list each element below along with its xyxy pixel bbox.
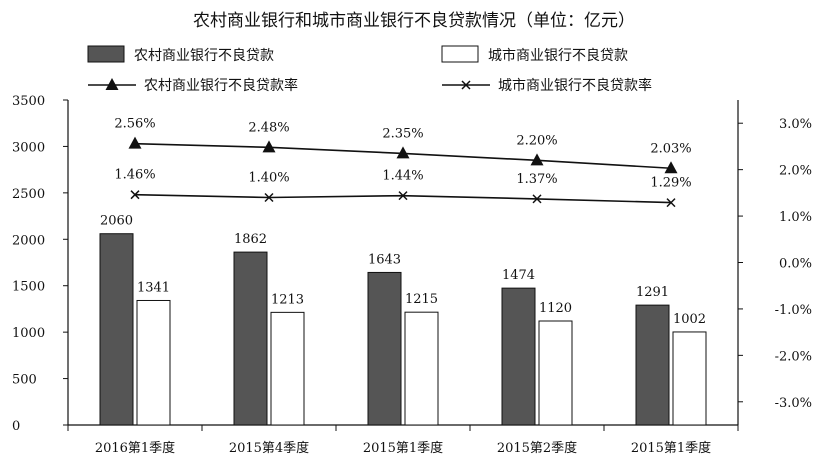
- legend-label: 农村商业银行不良贷款: [134, 48, 274, 64]
- triangle-point: [664, 161, 678, 174]
- rate-value-label: 1.40%: [248, 171, 289, 186]
- right-tick-label: -1.0%: [775, 303, 812, 318]
- bar: [270, 311, 305, 426]
- rate-value-label: 2.35%: [382, 126, 423, 141]
- left-tick-label: 1000: [12, 326, 45, 341]
- x-point: [264, 192, 274, 203]
- bar: [99, 233, 134, 426]
- bar: [635, 304, 670, 426]
- x-point: [532, 194, 542, 204]
- right-tick-label: 3.0%: [779, 117, 812, 132]
- rate-value-label: 2.20%: [516, 133, 557, 148]
- legend-label: 城市商业银行不良贷款: [488, 47, 628, 64]
- bar-value-label: 1474: [502, 268, 535, 283]
- bars: [99, 233, 707, 426]
- bar: [233, 251, 268, 426]
- bar: [404, 311, 439, 426]
- triangle-point: [128, 136, 142, 149]
- legend-label: 城市商业银行不良贷款率: [498, 77, 652, 94]
- bar: [367, 271, 402, 426]
- right-tick-label: -3.0%: [775, 396, 812, 411]
- triangle-point: [530, 153, 544, 166]
- x-tick-label: 2015第1季度: [363, 440, 443, 456]
- axes: 0 500 1000 1500 2000 2500 3000 3500 3.0% 2.0% 1.0%…: [12, 94, 812, 456]
- bar-value-label: 1215: [405, 292, 438, 307]
- right-tick-label: 0.0%: [779, 257, 812, 272]
- left-tick-label: 2500: [12, 187, 45, 202]
- rate-lines: [128, 136, 678, 208]
- rate-value-label: 2.48%: [248, 120, 289, 135]
- left-tick-label: 3500: [12, 94, 45, 109]
- bar-value-label: 1120: [539, 301, 572, 316]
- legend-label: 农村商业银行不良贷款率: [144, 77, 298, 94]
- chart-title: 农村商业银行和城市商业银行不良贷款情况（单位：亿元）: [193, 11, 635, 31]
- legend-swatch: [441, 45, 479, 63]
- bar-value-label: 1862: [234, 232, 267, 247]
- bar-value-label: 1291: [636, 285, 669, 300]
- rate-value-label: 1.46%: [114, 168, 155, 183]
- left-tick-label: 500: [12, 373, 37, 388]
- rate-value-label: 1.44%: [382, 169, 423, 184]
- bar-value-label: 1213: [271, 292, 304, 307]
- left-tick-label: 2000: [12, 233, 45, 248]
- bar-value-label: 1643: [368, 252, 401, 267]
- x-tick-label: 2015第2季度: [497, 440, 577, 456]
- x-point: [666, 198, 676, 208]
- bar: [672, 331, 707, 426]
- left-tick-label: 1500: [12, 280, 45, 295]
- triangle-point: [396, 146, 410, 159]
- rate-value-label: 2.56%: [114, 117, 155, 132]
- legend-x-marker: [461, 80, 471, 90]
- rate-value-label: 1.29%: [650, 176, 691, 191]
- rate-value-label: 1.37%: [516, 172, 557, 187]
- bar-value-label: 1341: [137, 280, 170, 295]
- x-tick-label: 2016第1季度: [95, 440, 175, 456]
- left-tick-label: 0: [12, 419, 20, 434]
- bar: [501, 287, 536, 426]
- right-tick-label: 1.0%: [779, 210, 812, 225]
- x-point: [130, 190, 140, 200]
- rate-value-label: 2.03%: [650, 141, 691, 156]
- bar-value-label: 1002: [673, 312, 706, 327]
- right-tick-label: -2.0%: [775, 349, 812, 364]
- x-tick-label: 2015第4季度: [229, 440, 309, 456]
- legend-triangle-marker: [105, 78, 119, 90]
- x-point: [398, 191, 408, 201]
- data-labels: 2060 1862 1643 1474 1291 1341 1213 1215 1120 1002…: [100, 117, 706, 327]
- right-tick-label: 2.0%: [779, 164, 812, 179]
- legend-swatch: [87, 45, 125, 63]
- bar-value-label: 2060: [100, 214, 133, 229]
- triangle-point: [262, 140, 276, 153]
- x-tick-label: 2015第1季度: [631, 440, 711, 456]
- left-tick-label: 3000: [12, 140, 45, 155]
- bar: [136, 299, 171, 426]
- bar: [538, 320, 573, 426]
